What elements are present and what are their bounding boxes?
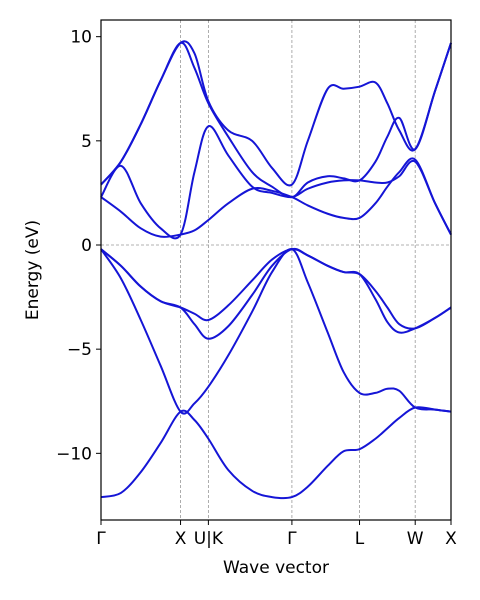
x-tick-label: W [407,529,424,549]
y-tick-label: 10 [70,28,92,48]
grid-layer [101,20,451,520]
x-tick-label: Γ [96,529,106,549]
band-line-4 [100,248,452,334]
x-tick-label: Γ [287,529,297,549]
x-axis-label: Wave vector [223,558,329,578]
band-line-1 [100,406,452,500]
y-tick-label: 0 [81,236,92,256]
ticks-layer: 10 5 0 −5 −10 Γ X U|K Γ L W X [56,28,457,549]
plot-frame [100,19,452,521]
band-line-5 [100,157,452,238]
y-axis-label: Energy (eV) [23,220,43,320]
x-tick-label: L [355,529,365,549]
y-tick-label: 5 [81,132,92,152]
band-line-8 [100,40,452,187]
y-tick-label: −5 [67,340,92,360]
x-tick-label: X [445,529,457,549]
x-tick-label: U|K [194,529,224,549]
band-line-3 [100,247,452,340]
band-line-6 [100,125,452,240]
bands-layer [100,40,452,500]
y-tick-label: −10 [56,444,92,464]
x-tick-label: X [175,529,187,549]
